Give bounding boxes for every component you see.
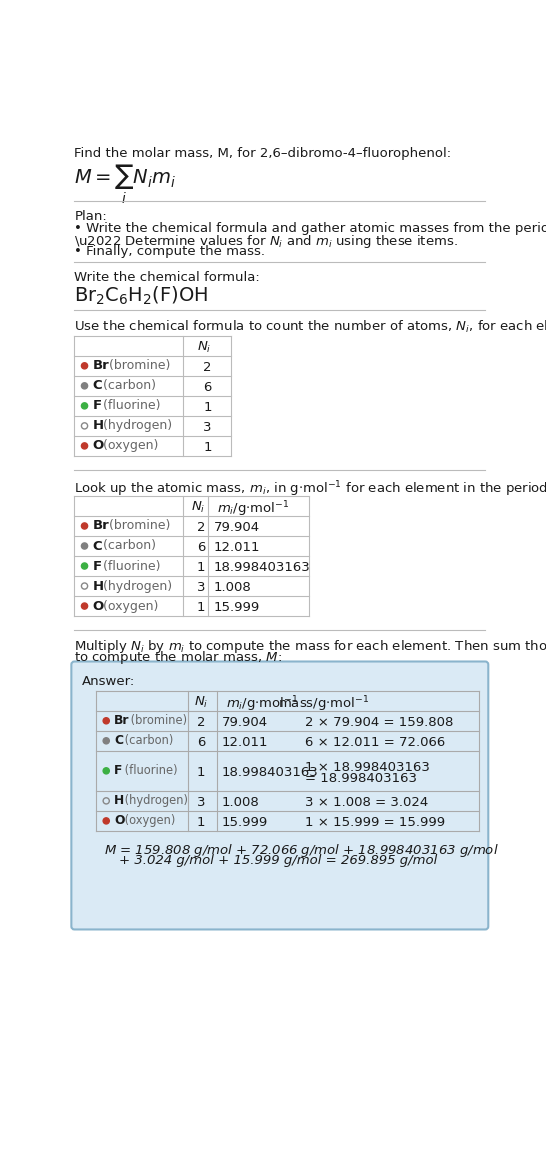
Text: 1 × 18.998403163: 1 × 18.998403163 (305, 761, 430, 774)
Text: (hydrogen): (hydrogen) (99, 419, 173, 432)
Circle shape (103, 768, 109, 774)
Text: C: C (92, 379, 102, 393)
Circle shape (103, 738, 109, 744)
Text: F: F (92, 400, 102, 413)
Text: 6: 6 (197, 541, 205, 554)
Text: 6 × 12.011 = 72.066: 6 × 12.011 = 72.066 (305, 737, 446, 749)
Text: $N_i$: $N_i$ (194, 695, 208, 710)
Text: 6: 6 (203, 381, 211, 394)
Text: $m_i$/g$\cdot$mol$^{-1}$: $m_i$/g$\cdot$mol$^{-1}$ (217, 500, 289, 519)
Text: H: H (92, 419, 103, 432)
Text: (oxygen): (oxygen) (99, 600, 159, 612)
Text: C: C (114, 734, 123, 747)
Circle shape (103, 818, 109, 824)
Circle shape (81, 562, 87, 569)
Text: 1: 1 (197, 766, 205, 780)
Circle shape (103, 718, 109, 724)
Text: 2: 2 (197, 716, 205, 730)
Text: 1: 1 (197, 816, 205, 830)
Text: mass/g$\cdot$mol$^{-1}$: mass/g$\cdot$mol$^{-1}$ (278, 695, 370, 715)
Text: $m_i$/g$\cdot$mol$^{-1}$: $m_i$/g$\cdot$mol$^{-1}$ (227, 695, 299, 715)
Text: to compute the molar mass, $M$:: to compute the molar mass, $M$: (74, 650, 283, 666)
Text: Plan:: Plan: (74, 210, 107, 223)
Text: 12.011: 12.011 (222, 737, 268, 749)
Text: 6: 6 (197, 737, 205, 749)
Text: 15.999: 15.999 (222, 816, 268, 830)
Text: 2: 2 (203, 361, 212, 374)
Text: 3 × 1.008 = 3.024: 3 × 1.008 = 3.024 (305, 796, 429, 809)
Circle shape (81, 403, 87, 409)
Circle shape (81, 382, 87, 389)
Text: = 18.998403163: = 18.998403163 (305, 772, 417, 784)
Text: H: H (114, 795, 124, 808)
Text: (fluorine): (fluorine) (99, 400, 161, 413)
Text: 2 × 79.904 = 159.808: 2 × 79.904 = 159.808 (305, 716, 454, 730)
Text: Br: Br (114, 715, 129, 727)
Text: (bromine): (bromine) (105, 519, 170, 532)
Text: 3: 3 (197, 581, 205, 595)
Text: H: H (92, 580, 103, 593)
Text: Answer:: Answer: (82, 675, 135, 688)
Text: 2: 2 (197, 522, 205, 535)
Text: 1.008: 1.008 (222, 796, 259, 809)
Text: 18.998403163: 18.998403163 (222, 766, 318, 780)
Text: (oxygen): (oxygen) (121, 815, 175, 827)
Text: 79.904: 79.904 (214, 522, 260, 535)
Text: (oxygen): (oxygen) (99, 439, 159, 452)
Text: $N_i$: $N_i$ (197, 339, 211, 354)
Circle shape (81, 363, 87, 368)
Text: F: F (114, 765, 122, 777)
Text: $N_i$: $N_i$ (191, 500, 205, 515)
Text: F: F (92, 560, 102, 573)
Text: 1 × 15.999 = 15.999: 1 × 15.999 = 15.999 (305, 816, 446, 830)
Text: 18.998403163: 18.998403163 (214, 561, 311, 574)
Text: • Write the chemical formula and gather atomic masses from the periodic table.: • Write the chemical formula and gather … (74, 222, 546, 235)
Text: (hydrogen): (hydrogen) (99, 580, 173, 593)
Text: Write the chemical formula:: Write the chemical formula: (74, 271, 260, 285)
Text: Br: Br (92, 519, 109, 532)
Text: Br: Br (92, 359, 109, 372)
Text: 1.008: 1.008 (214, 581, 252, 595)
Text: $M$ = 159.808 g/mol + 72.066 g/mol + 18.998403163 g/mol: $M$ = 159.808 g/mol + 72.066 g/mol + 18.… (104, 841, 498, 859)
Text: Look up the atomic mass, $m_i$, in g$\cdot$mol$^{-1}$ for each element in the pe: Look up the atomic mass, $m_i$, in g$\cd… (74, 479, 546, 498)
Text: (hydrogen): (hydrogen) (121, 795, 188, 808)
Text: C: C (92, 539, 102, 552)
Circle shape (81, 443, 87, 449)
Text: (bromine): (bromine) (127, 715, 187, 727)
Text: 1: 1 (203, 442, 212, 454)
Text: O: O (92, 600, 104, 612)
Text: \u2022 Determine values for $N_i$ and $m_i$ using these items.: \u2022 Determine values for $N_i$ and $m… (74, 234, 458, 250)
Text: Use the chemical formula to count the number of atoms, $N_i$, for each element:: Use the chemical formula to count the nu… (74, 318, 546, 335)
Text: 1: 1 (203, 401, 212, 414)
Text: (carbon): (carbon) (121, 734, 174, 747)
Text: (carbon): (carbon) (99, 539, 156, 552)
Text: 1: 1 (197, 602, 205, 615)
Text: (bromine): (bromine) (105, 359, 170, 372)
Text: O: O (114, 815, 124, 827)
Text: Find the molar mass, M, for 2,6–dibromo-4–fluorophenol:: Find the molar mass, M, for 2,6–dibromo-… (74, 148, 452, 160)
Text: (fluorine): (fluorine) (99, 560, 161, 573)
Text: Multiply $N_i$ by $m_i$ to compute the mass for each element. Then sum those val: Multiply $N_i$ by $m_i$ to compute the m… (74, 638, 546, 654)
Text: • Finally, compute the mass.: • Finally, compute the mass. (74, 245, 265, 258)
Text: 3: 3 (197, 796, 205, 809)
Text: 1: 1 (197, 561, 205, 574)
Text: 79.904: 79.904 (222, 716, 268, 730)
Text: $\mathrm{Br_2C_6H_2(F)OH}$: $\mathrm{Br_2C_6H_2(F)OH}$ (74, 285, 209, 307)
Text: (fluorine): (fluorine) (121, 765, 178, 777)
Text: 15.999: 15.999 (214, 602, 260, 615)
Circle shape (81, 543, 87, 550)
Text: + 3.024 g/mol + 15.999 g/mol = 269.895 g/mol: + 3.024 g/mol + 15.999 g/mol = 269.895 g… (120, 854, 438, 867)
FancyBboxPatch shape (72, 661, 488, 930)
Text: (carbon): (carbon) (99, 379, 156, 393)
Circle shape (81, 603, 87, 609)
Text: O: O (92, 439, 104, 452)
Text: 12.011: 12.011 (214, 541, 260, 554)
Circle shape (81, 523, 87, 529)
Text: $M = \sum_i N_i m_i$: $M = \sum_i N_i m_i$ (74, 163, 176, 206)
Text: 3: 3 (203, 422, 212, 435)
